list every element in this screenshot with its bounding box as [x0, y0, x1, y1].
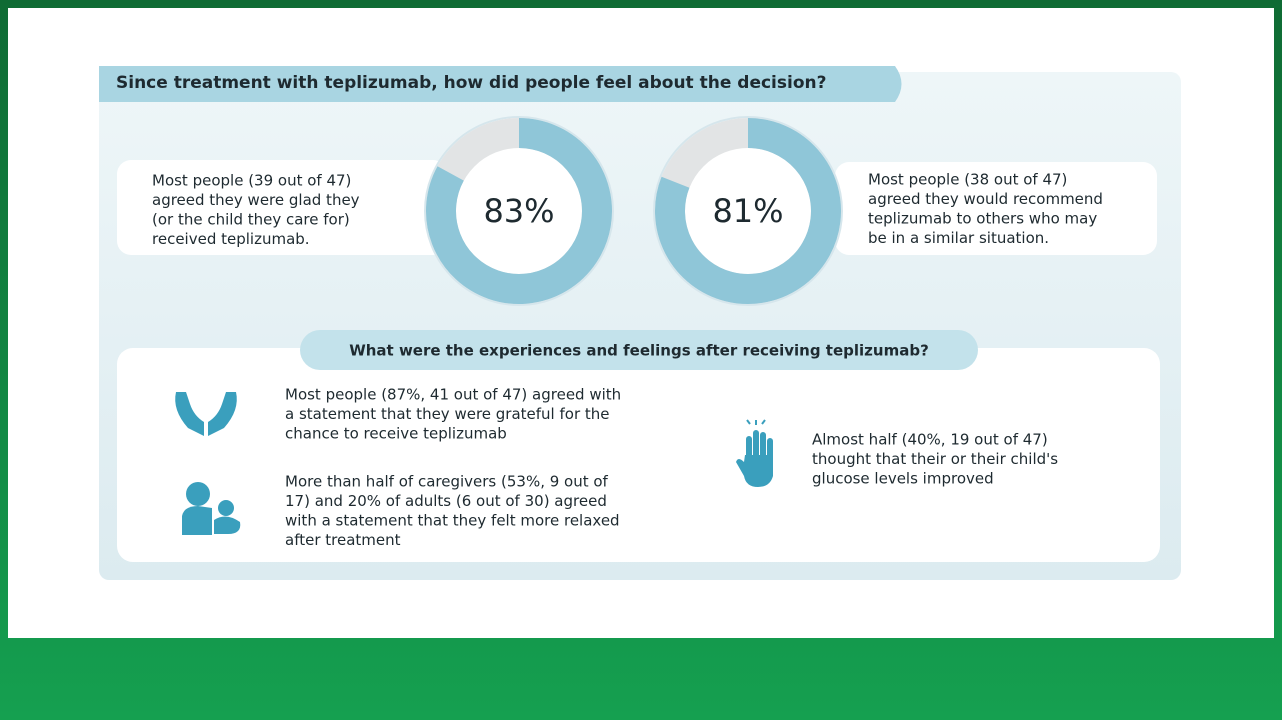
hands-icon — [175, 392, 237, 436]
title-tab — [99, 66, 902, 102]
section-pill — [300, 330, 978, 370]
body-text: 17) and 20% of adults (6 out of 30) agre… — [285, 492, 607, 510]
body-text: chance to receive teplizumab — [285, 425, 507, 443]
body-text: Most people (39 out of 47) — [152, 172, 351, 190]
section-title: What were the experiences and feelings a… — [349, 342, 929, 360]
title: Since treatment with teplizumab, how did… — [116, 73, 826, 93]
body-text: after treatment — [285, 531, 401, 549]
body-text: agreed they would recommend — [868, 190, 1103, 208]
body-text: teplizumab to others who may — [868, 210, 1097, 228]
donut-label: 81% — [712, 192, 783, 230]
body-text: glucose levels improved — [812, 470, 994, 488]
donut-arc — [655, 118, 841, 304]
body-text: received teplizumab. — [152, 230, 310, 248]
body-text: More than half of caregivers (53%, 9 out… — [285, 473, 609, 491]
body-text: Most people (87%, 41 out of 47) agreed w… — [285, 386, 621, 404]
body-text: thought that their or their child's — [812, 450, 1058, 468]
caregiver-icon — [182, 482, 241, 535]
body-text: (or the child they care for) — [152, 211, 350, 229]
body-text: a statement that they were grateful for … — [285, 405, 610, 423]
body-text: Almost half (40%, 19 out of 47) — [812, 431, 1048, 449]
body-text: Most people (38 out of 47) — [868, 171, 1067, 189]
body-text: agreed they were glad they — [152, 191, 360, 209]
body-text: with a statement that they felt more rel… — [285, 512, 620, 530]
donut-label: 83% — [483, 192, 554, 230]
donut-arc — [426, 118, 612, 304]
body-text: be in a similar situation. — [868, 229, 1049, 247]
text-box — [117, 348, 1160, 562]
text-box — [117, 160, 447, 255]
hand-icon — [736, 419, 773, 487]
text-box — [835, 162, 1157, 255]
